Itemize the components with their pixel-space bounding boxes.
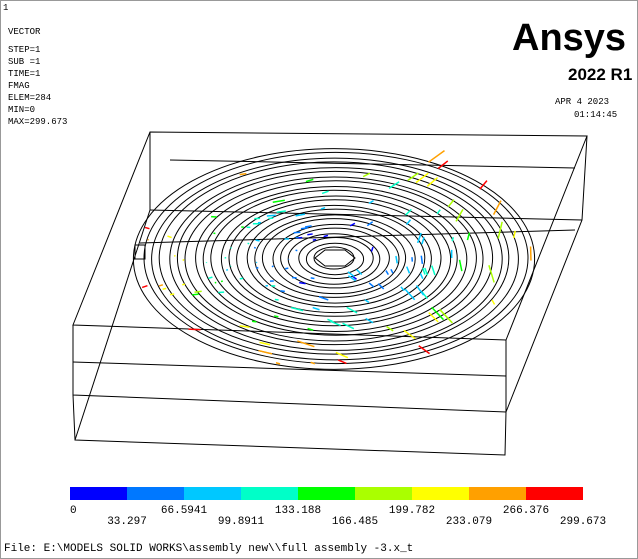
legend-label: 99.8911 [218,516,265,528]
flux-arrow [301,228,308,229]
time: 01:14:45 [574,110,617,120]
flux-arrow [240,278,243,279]
legend-label: 0 [70,505,77,517]
flux-arrow [254,247,256,248]
info-line: TIME=1 [8,69,40,79]
flux-arrow [256,262,257,263]
legend-swatch [127,487,184,500]
flux-arrow [294,232,301,233]
flux-arrow [163,288,167,289]
flux-arrow [256,268,258,269]
legend-swatch [184,487,241,500]
legend-swatch [298,487,355,500]
info-line: MAX=299.673 [8,117,67,127]
legend-label: 33.297 [107,516,147,528]
logo-version: 2022 R1 [568,65,632,84]
flux-arrow [272,266,274,267]
flux-arrow [311,278,315,279]
info-line: MIN=0 [8,105,35,115]
flux-arrow [170,294,174,295]
flux-arrow [252,321,256,322]
file-path: File: E:\MODELS SOLID WORKS\assembly new… [4,543,413,555]
flux-arrow [182,284,185,285]
flux-arrow [148,240,149,241]
page: 1 VECTOR STEP=1 SUB =1 TIME=1 FMAG ELEM=284 MI… [0,0,638,559]
graphics-window: 1 VECTOR STEP=1 SUB =1 TIME=1 FMAG ELEM=284 MI… [0,0,638,559]
legend-label: 199.782 [389,505,435,517]
window-frame [1,1,638,559]
legend-label: 66.5941 [161,505,208,517]
legend-label: 166.485 [332,516,378,528]
legend-swatch [469,487,526,500]
legend-swatch [526,487,583,500]
info-line: SUB =1 [8,57,40,67]
flux-arrow [452,237,453,241]
legend-swatch [412,487,469,500]
info-line: VECTOR [8,27,41,37]
legend-swatch [355,487,412,500]
flux-arrow [285,268,288,269]
legend-label: 266.376 [503,505,549,517]
legend-swatch [70,487,127,500]
flux-arrow [195,291,202,292]
flux-arrow [307,234,312,235]
flux-arrow [226,270,228,271]
legend-label: 133.188 [275,505,321,517]
info-line: ELEM=284 [8,93,51,103]
flux-arrow [274,316,278,317]
legend-swatch [241,487,298,500]
flux-arrow [188,329,200,330]
flux-arrow [256,240,260,241]
info-line: STEP=1 [8,45,40,55]
flux-arrow [240,174,247,175]
info-line: FMAG [8,81,30,91]
window-number: 1 [3,3,8,13]
logo-brand: Ansys [512,17,626,59]
flux-arrow [192,294,198,295]
legend-label: 299.673 [560,516,606,528]
flux-arrow [267,215,276,216]
legend-label: 233.079 [446,516,492,528]
date: APR 4 2023 [555,97,609,107]
flux-arrow [299,283,305,284]
